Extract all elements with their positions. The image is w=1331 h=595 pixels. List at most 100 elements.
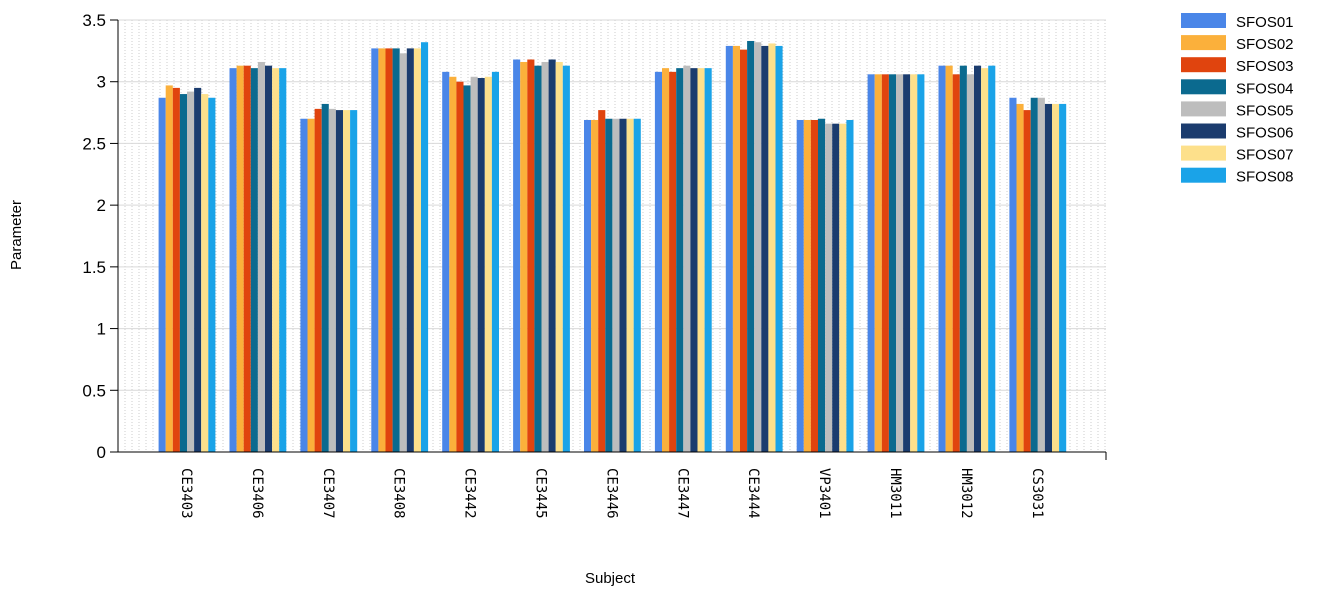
bar-sfos03-ce3408 xyxy=(385,48,393,452)
bar-sfos07-ce3442 xyxy=(484,76,492,452)
bar-sfos05-ce3446 xyxy=(612,118,620,453)
bar-sfos06-ce3406 xyxy=(265,65,273,453)
bar-sfos06-cs3031 xyxy=(1044,103,1052,453)
bar-sfos05-vp3401 xyxy=(825,123,833,453)
legend-label-sfos03: SFOS03 xyxy=(1236,58,1294,75)
bar-sfos02-ce3445 xyxy=(520,61,528,452)
bar-sfos05-ce3406 xyxy=(257,61,265,452)
bar-sfos08-vp3401 xyxy=(846,119,854,452)
bar-sfos06-ce3408 xyxy=(406,48,414,452)
bar-sfos03-cs3031 xyxy=(1023,110,1031,452)
legend-label-sfos02: SFOS02 xyxy=(1236,36,1294,53)
bar-sfos07-hm3012 xyxy=(981,68,989,452)
bar-sfos06-hm3012 xyxy=(974,65,982,453)
bar-sfos02-ce3406 xyxy=(236,65,244,453)
bar-sfos06-ce3447 xyxy=(690,68,698,452)
bar-sfos01-ce3442 xyxy=(442,71,450,452)
bar-sfos03-hm3011 xyxy=(881,74,889,452)
bar-sfos08-ce3407 xyxy=(350,110,358,452)
bar-sfos03-hm3012 xyxy=(952,74,960,452)
bar-sfos08-hm3012 xyxy=(988,65,996,453)
bar-sfos04-ce3408 xyxy=(392,48,400,452)
bar-sfos08-ce3408 xyxy=(421,42,429,452)
bar-sfos06-ce3445 xyxy=(548,59,556,452)
bar-sfos01-ce3403 xyxy=(158,97,166,452)
bar-sfos04-ce3406 xyxy=(250,68,258,452)
y-tick-label: 3 xyxy=(97,73,106,92)
bar-sfos07-hm3011 xyxy=(910,74,918,452)
legend-swatch-sfos04 xyxy=(1181,79,1226,95)
bar-sfos05-ce3447 xyxy=(683,65,691,453)
bar-sfos05-ce3407 xyxy=(328,108,336,453)
bar-sfos08-cs3031 xyxy=(1059,103,1067,453)
legend-label-sfos05: SFOS05 xyxy=(1236,102,1294,119)
y-tick-label: 3.5 xyxy=(82,11,106,30)
y-tick-label: 0 xyxy=(97,443,106,462)
x-tick-label: CE3408 xyxy=(391,468,407,519)
bar-sfos06-ce3444 xyxy=(761,45,769,453)
bar-sfos02-ce3442 xyxy=(449,76,457,452)
bar-sfos01-ce3444 xyxy=(725,45,733,453)
bar-sfos05-ce3442 xyxy=(470,76,478,452)
bar-sfos07-ce3445 xyxy=(555,61,563,452)
bar-sfos01-ce3447 xyxy=(654,71,662,452)
bar-sfos08-ce3447 xyxy=(704,68,712,452)
bar-sfos07-ce3408 xyxy=(413,48,421,452)
bar-sfos02-ce3444 xyxy=(732,45,740,453)
legend-swatch-sfos05 xyxy=(1181,101,1226,117)
bar-sfos05-ce3408 xyxy=(399,53,407,452)
bar-sfos01-ce3445 xyxy=(513,59,521,452)
bar-sfos05-cs3031 xyxy=(1037,97,1045,452)
bar-sfos01-cs3031 xyxy=(1009,97,1017,452)
x-tick-label: CE3445 xyxy=(533,468,549,519)
legend-swatch-sfos08 xyxy=(1181,167,1226,183)
bar-sfos07-ce3407 xyxy=(343,110,351,452)
bar-sfos01-hm3011 xyxy=(867,74,875,452)
x-tick-label: CE3407 xyxy=(320,468,336,519)
bar-sfos05-hm3012 xyxy=(966,74,974,452)
bar-sfos08-ce3445 xyxy=(562,65,570,453)
x-tick-label: CE3444 xyxy=(745,468,761,519)
x-tick-label: HM3012 xyxy=(958,468,974,519)
legend-label-sfos07: SFOS07 xyxy=(1236,147,1294,164)
bar-sfos04-vp3401 xyxy=(818,118,826,453)
bar-sfos03-ce3446 xyxy=(598,110,606,452)
bar-sfos01-ce3408 xyxy=(371,48,379,452)
bar-sfos07-ce3406 xyxy=(272,68,280,452)
bar-sfos04-ce3442 xyxy=(463,85,471,453)
bar-sfos07-ce3446 xyxy=(626,118,634,453)
legend-swatch-sfos07 xyxy=(1181,145,1226,161)
bar-sfos06-hm3011 xyxy=(903,74,911,452)
bar-sfos04-hm3012 xyxy=(959,65,967,453)
bar-sfos07-ce3447 xyxy=(697,68,705,452)
legend-swatch-sfos06 xyxy=(1181,123,1226,139)
bar-sfos06-vp3401 xyxy=(832,123,840,453)
bar-sfos03-ce3445 xyxy=(527,59,535,452)
x-tick-label: CE3403 xyxy=(178,468,194,519)
legend-label-sfos04: SFOS04 xyxy=(1236,80,1294,97)
bar-sfos03-ce3406 xyxy=(243,65,251,453)
bar-sfos04-ce3447 xyxy=(676,68,684,452)
x-tick-label: HM3011 xyxy=(887,468,903,519)
legend-swatch-sfos03 xyxy=(1181,57,1226,73)
bar-sfos08-ce3403 xyxy=(208,97,216,452)
labels-layer: 0 0.5 1 1.5 2 2.5 3 3.5 CE3403 CE3406 CE3407 CE3408… xyxy=(82,11,1044,519)
bar-sfos08-hm3011 xyxy=(917,74,925,452)
legend-swatch-sfos02 xyxy=(1181,35,1226,51)
bar-sfos04-ce3403 xyxy=(179,94,187,452)
legend-label-sfos01: SFOS01 xyxy=(1236,14,1294,31)
bar-sfos04-ce3446 xyxy=(605,118,613,453)
bar-sfos03-ce3407 xyxy=(314,108,322,453)
bar-sfos01-hm3012 xyxy=(938,65,946,453)
bar-sfos08-ce3406 xyxy=(279,68,287,452)
y-tick-label: 1 xyxy=(97,320,106,339)
legend-swatch-sfos01 xyxy=(1181,13,1226,28)
bar-sfos07-cs3031 xyxy=(1052,103,1060,453)
bar-sfos04-ce3444 xyxy=(747,40,755,452)
bar-sfos07-ce3444 xyxy=(768,43,776,452)
x-tick-label: CE3442 xyxy=(462,468,478,519)
bar-sfos04-hm3011 xyxy=(888,74,896,452)
bar-sfos06-ce3442 xyxy=(477,78,485,452)
bar-sfos07-ce3403 xyxy=(201,94,209,452)
